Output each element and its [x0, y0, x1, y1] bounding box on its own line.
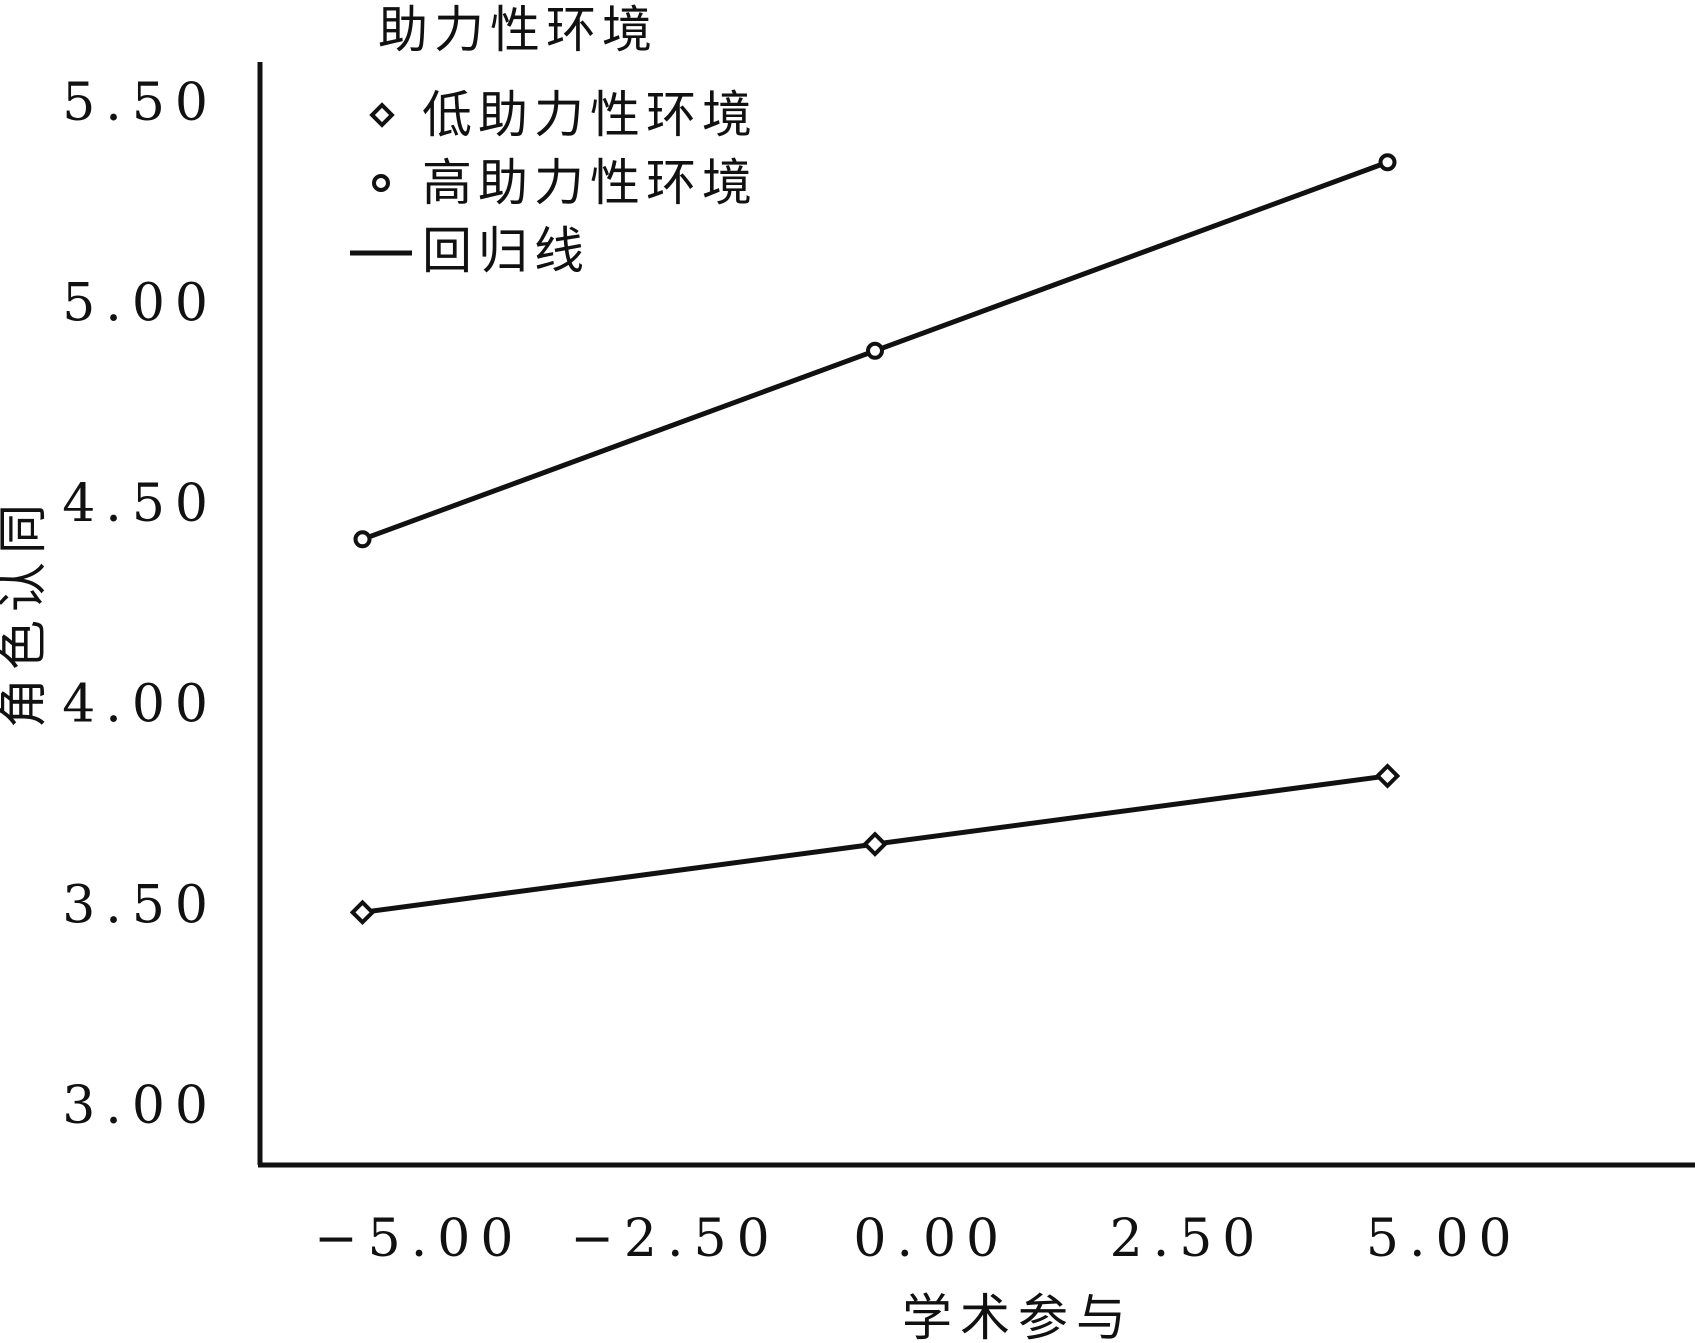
x-tick-label: 5.00	[1366, 1209, 1522, 1269]
x-tick-label: −2.50	[570, 1209, 779, 1269]
legend: 助力性环境 低助力性环境 高助力性环境 回归线	[350, 1, 758, 280]
y-tick-label: 3.00	[62, 1076, 218, 1136]
y-tick-labels: 3.00 3.50 4.00 4.50 5.00 5.50	[62, 73, 218, 1136]
legend-title: 助力性环境	[378, 1, 658, 59]
x-tick-labels: −5.00 −2.50 0.00 2.50 5.00	[314, 1209, 1522, 1269]
y-tick-label: 3.50	[62, 875, 218, 935]
data-point-high	[1378, 153, 1397, 172]
plot-area	[349, 153, 1401, 926]
legend-label-regression: 回归线	[422, 222, 590, 280]
data-point-high	[353, 530, 372, 549]
data-point-low	[862, 831, 888, 857]
data-point-low	[1374, 763, 1401, 789]
y-tick-label: 4.50	[62, 474, 218, 534]
data-point-high	[866, 341, 884, 360]
legend-label-high: 高助力性环境	[422, 154, 758, 212]
x-tick-label: 2.50	[1110, 1209, 1266, 1269]
x-axis-title: 学术参与	[902, 1289, 1134, 1343]
y-tick-label: 5.00	[62, 274, 218, 334]
y-tick-label: 5.50	[62, 73, 218, 133]
axes	[257, 62, 1695, 1168]
y-tick-label: 4.00	[62, 675, 218, 735]
y-axis-title: 角色认同	[0, 496, 52, 728]
x-tick-label: 0.00	[853, 1209, 1009, 1269]
legend-circle-icon	[372, 174, 390, 192]
legend-label-low: 低助力性环境	[422, 86, 758, 144]
data-point-low	[349, 899, 376, 926]
legend-diamond-icon	[369, 102, 395, 128]
x-tick-label: −5.00	[314, 1209, 523, 1269]
